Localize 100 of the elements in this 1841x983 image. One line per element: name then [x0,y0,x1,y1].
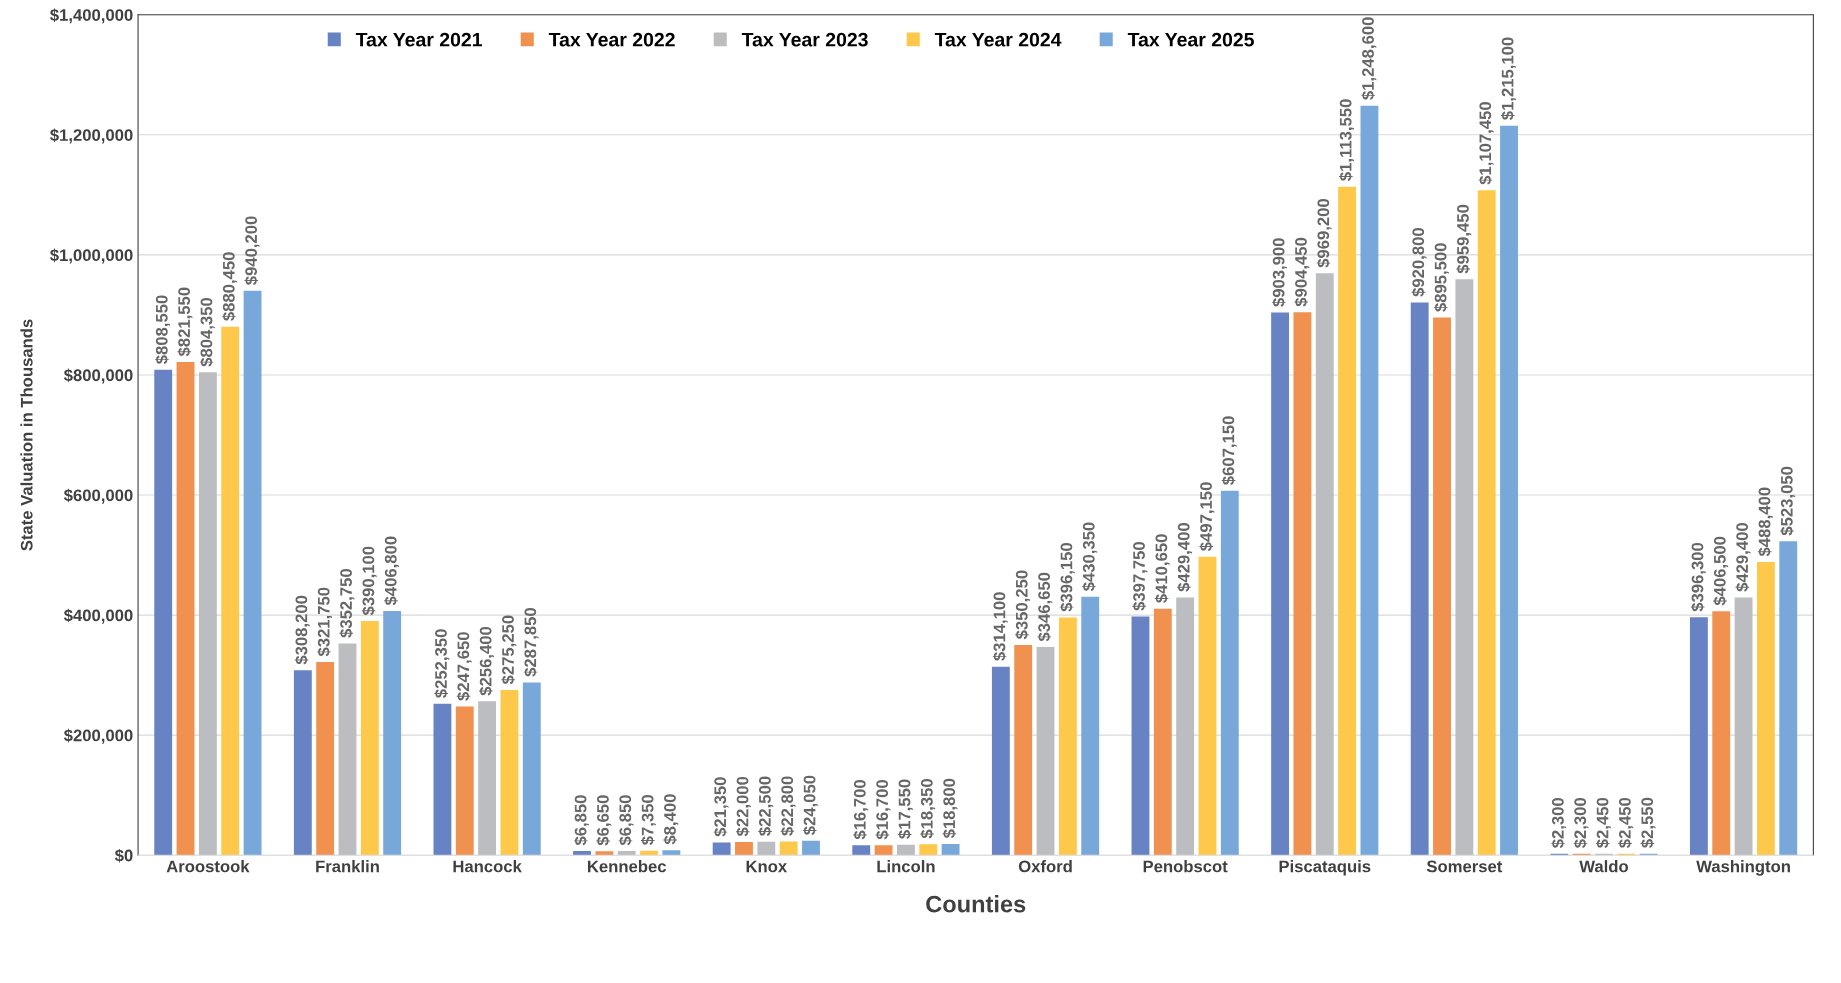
data-label: $22,800 [780,776,796,836]
bar [1410,302,1429,856]
bar [1153,608,1172,856]
data-label: $1,215,100 [1500,37,1516,120]
bar [1338,186,1357,856]
data-label: $18,800 [942,778,958,839]
bar [1455,279,1474,856]
data-label: $252,350 [434,629,450,698]
data-label: $488,400 [1757,487,1773,557]
data-label: $904,450 [1294,237,1310,307]
bar [316,662,335,856]
legend-label: Tax Year 2024 [934,32,1062,47]
data-label: $2,450 [1618,797,1634,848]
bar [1036,647,1055,856]
data-label: $247,650 [456,632,472,701]
data-label: $24,050 [802,775,818,835]
bar [1293,312,1312,856]
y-tick-label: $1,200,000 [50,128,133,144]
bar [360,621,379,856]
data-label: $390,100 [361,546,377,616]
bar [154,369,173,856]
data-label: $22,500 [758,776,774,836]
data-label: $6,850 [573,795,589,846]
data-label: $959,450 [1456,204,1472,274]
bar [1689,617,1708,856]
bar [176,362,195,856]
data-label: $314,100 [992,592,1008,661]
data-label: $406,800 [384,536,400,606]
bar [941,843,960,856]
data-label: $1,107,450 [1478,102,1494,185]
bar [478,701,497,856]
bar [617,851,636,856]
data-label: $497,150 [1199,482,1215,551]
data-label: $8,400 [663,794,679,845]
bar [735,842,753,856]
data-label: $6,850 [618,795,634,846]
bar [522,682,541,856]
data-label: $287,850 [523,608,539,677]
bar [1712,611,1731,856]
data-label: $607,150 [1221,416,1237,485]
x-tick-label: Franklin [316,860,379,873]
bar [1271,312,1290,856]
bar [1756,562,1775,856]
bar [874,845,893,856]
bar [1779,541,1798,856]
bar [852,845,871,856]
y-axis-title: State Valuation in Thousands [20,319,33,551]
data-label: $256,400 [479,626,494,696]
x-tick-label: Somerset [1426,860,1503,873]
data-label: $352,750 [339,569,355,638]
bar [640,850,658,856]
bar [712,842,731,856]
data-label: $7,350 [640,794,656,846]
x-tick-label: Aroostook [166,860,250,873]
data-label: $18,350 [920,779,936,839]
x-tick-label: Hancock [453,860,522,873]
data-label: $275,250 [501,615,517,685]
x-tick-label: Oxford [1018,860,1072,873]
data-label: $406,500 [1713,536,1729,606]
bar [779,841,798,856]
data-label: $2,550 [1640,797,1656,848]
bar [1315,273,1334,856]
data-label: $17,550 [897,779,913,839]
data-label: $396,150 [1059,543,1075,612]
bar [455,706,474,856]
y-tick-label: $1,000,000 [50,248,133,264]
x-tick-label: Washington [1696,860,1790,876]
bar [243,290,262,856]
bar [1433,317,1451,856]
data-label: $1,113,550 [1339,99,1354,181]
x-tick-label: Waldo [1579,860,1628,873]
data-label: $321,750 [317,587,333,657]
data-label: $410,650 [1154,534,1170,603]
bar [221,326,240,856]
bar [198,372,217,856]
x-tick-label: Knox [746,860,788,873]
y-tick-label: $0 [114,848,133,863]
data-label: $1,248,600 [1361,17,1377,100]
data-label: $895,500 [1433,243,1449,312]
bar [338,643,357,856]
legend-label: Tax Year 2025 [1127,32,1254,47]
y-tick-label: $1,400,000 [50,8,133,24]
data-label: $6,650 [596,795,612,846]
bar [1014,644,1033,856]
data-label: $346,650 [1037,572,1053,642]
bar [991,666,1010,856]
y-tick-label: $600,000 [63,488,133,504]
bar [1198,556,1217,856]
bar [573,851,591,856]
data-label: $2,300 [1551,797,1567,849]
bar [293,670,312,856]
y-tick-label: $800,000 [63,368,133,384]
bar [896,844,915,856]
bar [383,610,402,856]
x-axis-title: Counties [926,895,1026,913]
y-tick-label: $200,000 [63,728,133,744]
data-label: $880,450 [222,252,238,321]
legend-label: Tax Year 2023 [741,32,868,47]
data-label: $940,200 [244,216,260,285]
data-label: $903,900 [1272,238,1287,307]
